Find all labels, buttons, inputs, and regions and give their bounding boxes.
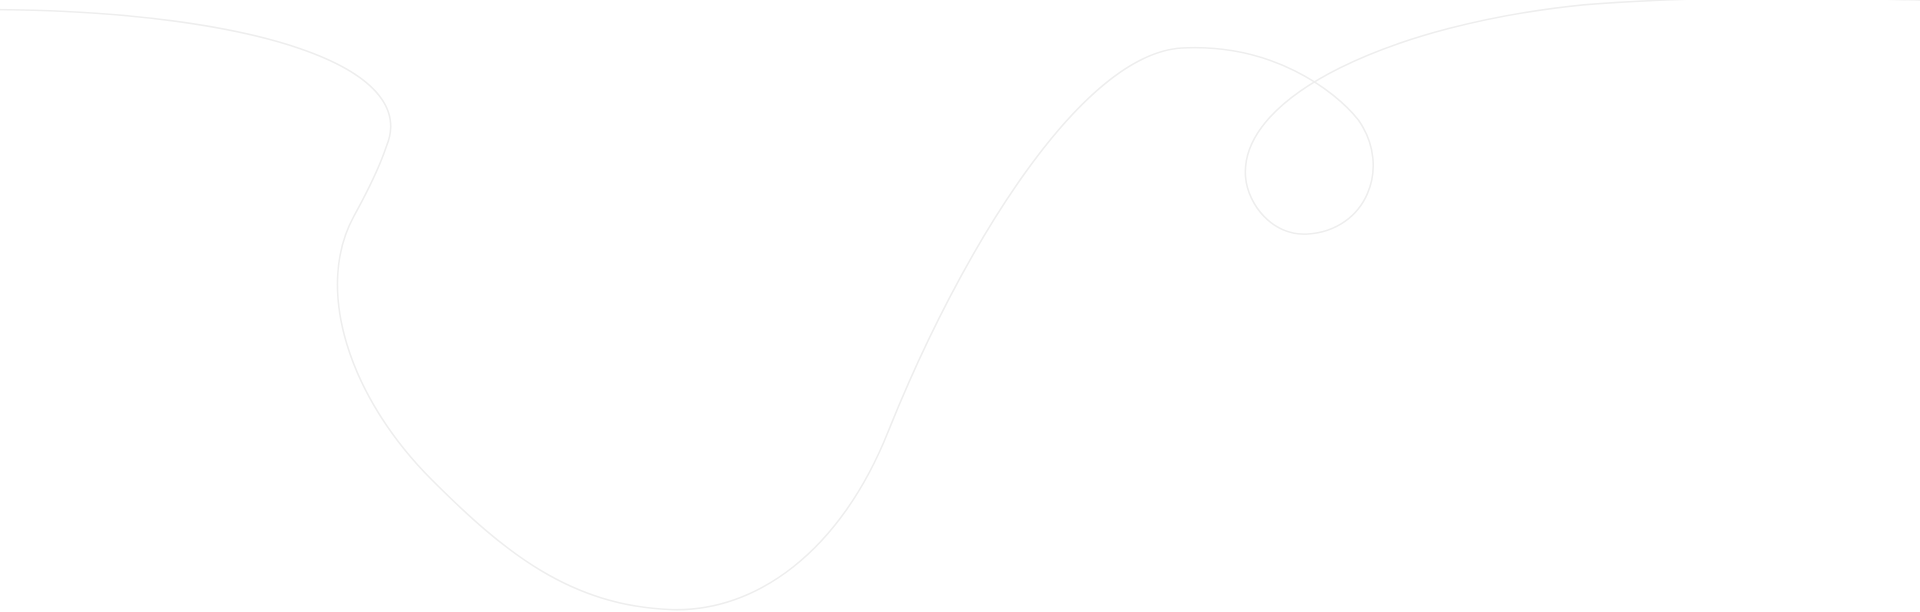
decorative-curve-canvas bbox=[0, 0, 1920, 611]
decorative-curve bbox=[0, 0, 1920, 611]
page bbox=[0, 0, 1920, 612]
